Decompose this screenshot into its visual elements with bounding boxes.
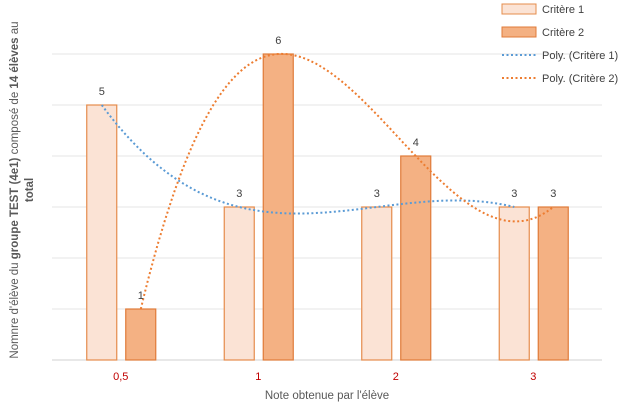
legend-label: Critère 2	[542, 27, 584, 39]
legend-item-poly-critere-2: Poly. (Critère 2)	[502, 73, 618, 85]
x-tick-label: 3	[530, 371, 536, 383]
legend-label: Critère 1	[542, 4, 584, 16]
data-label: 6	[275, 35, 281, 47]
data-label: 4	[413, 137, 419, 149]
x-axis-label: Note obtenue par l'élève	[265, 390, 389, 402]
bar-critere-1-1	[223, 206, 255, 361]
x-tick-labels: 0,5 1 2 3	[113, 371, 536, 383]
data-label: 5	[99, 86, 105, 98]
legend-swatch	[501, 26, 537, 38]
data-labels: 5 1 6 3 4 3 3 3	[99, 35, 557, 302]
legend-item-poly-critere-1: Poly. (Critère 1)	[502, 50, 618, 62]
bar-critere-2-3	[537, 206, 569, 361]
data-label: 1	[138, 290, 144, 302]
legend-label: Poly. (Critère 2)	[542, 73, 618, 85]
y-axis-label-line2: total	[24, 178, 36, 202]
legend-item-critere-2: Critère 2	[501, 26, 584, 39]
bar-critere-1-3	[498, 206, 530, 361]
y-axis-label: Nomnre d'élève du groupe TEST (4e1) comp…	[9, 21, 36, 358]
legend-swatch	[501, 3, 537, 15]
x-tick-label: 2	[393, 371, 399, 383]
trendline-critere-1	[100, 104, 515, 215]
bar-critere-2-2	[400, 155, 432, 361]
data-label: 3	[511, 188, 517, 200]
bar-critere-2-1	[262, 53, 294, 361]
legend: Critère 1 Critère 2 Poly. (Critère 1) Poly.…	[501, 3, 618, 85]
trend-lines	[100, 52, 554, 310]
trendline-critere-2	[139, 52, 554, 310]
legend-item-critere-1: Critère 1	[501, 3, 584, 16]
data-label: 3	[550, 188, 556, 200]
x-tick-label: 0,5	[113, 371, 128, 383]
data-label: 3	[236, 188, 242, 200]
y-axis-label-line1: Nomnre d'élève du groupe TEST (4e1) comp…	[9, 21, 21, 358]
legend-label: Poly. (Critère 1)	[542, 50, 618, 62]
bars	[86, 53, 569, 361]
data-label: 3	[374, 188, 380, 200]
bar-critere-1-0	[86, 104, 118, 361]
x-tick-label: 1	[255, 371, 261, 383]
bar-critere-1-2	[361, 206, 393, 361]
bar-critere-2-0	[125, 308, 157, 361]
